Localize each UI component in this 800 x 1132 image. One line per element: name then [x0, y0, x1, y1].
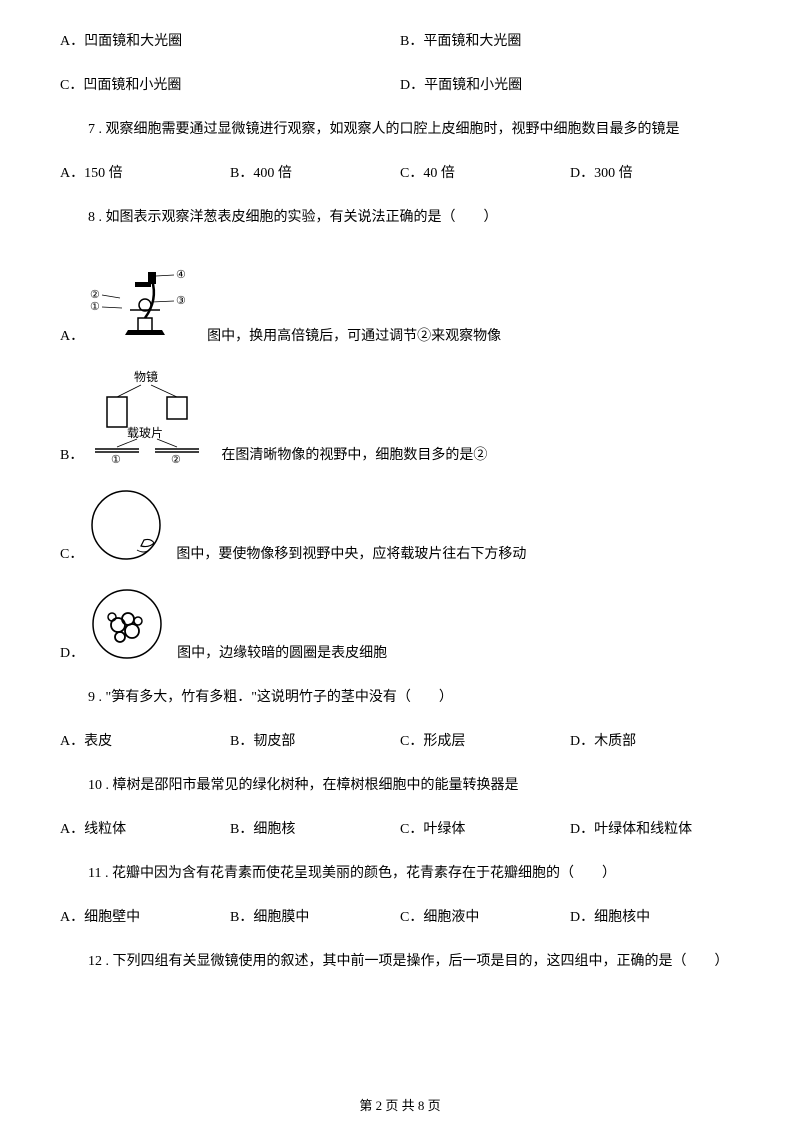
q11-option-c: C．细胞液中: [400, 906, 570, 926]
q8-d-letter: D．: [60, 642, 84, 662]
q9-text: 9 . "笋有多大，竹有多粗．"这说明竹子的茎中没有（ ）: [60, 686, 740, 706]
q6-option-c: C．凹面镜和小光圈: [60, 74, 400, 94]
q7-option-d: D．300 倍: [570, 162, 740, 182]
q6-option-a: A．凹面镜和大光圈: [60, 30, 400, 50]
cells-diagram: [90, 587, 165, 662]
objective-lens-diagram: 物镜 载玻片 ① ②: [89, 369, 209, 464]
q10-option-a: A．线粒体: [60, 818, 230, 838]
q9-option-b: B．韧皮部: [230, 730, 400, 750]
label-2: ②: [90, 289, 100, 301]
slide-title-label: 载玻片: [127, 426, 163, 440]
q6-options-row2: C．凹面镜和小光圈 D．平面镜和小光圈: [60, 74, 740, 94]
q8-a-text: 图中，换用高倍镜后，可通过调节②来观察物像: [207, 325, 501, 345]
q6-option-d: D．平面镜和小光圈: [400, 74, 740, 94]
q7-option-c: C．40 倍: [400, 162, 570, 182]
q10-options: A．线粒体 B．细胞核 C．叶绿体 D．叶绿体和线粒体: [60, 818, 740, 838]
q7-option-a: A．150 倍: [60, 162, 230, 182]
label-4: ④: [176, 269, 186, 281]
q6-options-row1: A．凹面镜和大光圈 B．平面镜和大光圈: [60, 30, 740, 50]
q10-text: 10 . 樟树是邵阳市最常见的绿化树种，在樟树根细胞中的能量转换器是: [60, 774, 740, 794]
q11-option-b: B．细胞膜中: [230, 906, 400, 926]
q11-option-a: A．细胞壁中: [60, 906, 230, 926]
q8-c-text: 图中，要使物像移到视野中央，应将载玻片往右下方移动: [176, 543, 526, 563]
field-of-view-diagram: [89, 488, 164, 563]
lens-label-1: ①: [111, 454, 121, 464]
q11-options: A．细胞壁中 B．细胞膜中 C．细胞液中 D．细胞核中: [60, 906, 740, 926]
lens-label-2: ②: [171, 454, 181, 464]
q8-c-letter: C．: [60, 543, 83, 563]
q8-option-b: B． 物镜 载玻片 ① ② 在图清晰物像的视野中，细胞数目多的是②: [60, 369, 740, 464]
q7-text: 7 . 观察细胞需要通过显微镜进行观察，如观察人的口腔上皮细胞时，视野中细胞数目…: [60, 118, 740, 138]
microscope-diagram: ② ① ④ ③: [90, 250, 195, 345]
q8-option-d: D． 图中，边缘较暗的圆圈是表皮细胞: [60, 587, 740, 662]
q6-option-b: B．平面镜和大光圈: [400, 30, 740, 50]
q12-text: 12 . 下列四组有关显微镜使用的叙述，其中前一项是操作，后一项是目的，这四组中…: [60, 950, 740, 970]
q8-d-text: 图中，边缘较暗的圆圈是表皮细胞: [177, 642, 387, 662]
q9-option-c: C．形成层: [400, 730, 570, 750]
q8-option-a: A． ② ① ④ ③ 图中，换用高倍镜后，可通过调节②来观察物像: [60, 250, 740, 345]
q7-option-b: B．400 倍: [230, 162, 400, 182]
q11-option-d: D．细胞核中: [570, 906, 740, 926]
q10-option-d: D．叶绿体和线粒体: [570, 818, 740, 838]
lens-title-label: 物镜: [134, 369, 158, 384]
q7-options: A．150 倍 B．400 倍 C．40 倍 D．300 倍: [60, 162, 740, 182]
q8-b-letter: B．: [60, 444, 83, 464]
page-footer: 第 2 页 共 8 页: [0, 1095, 800, 1114]
label-3: ③: [176, 295, 186, 307]
q10-option-b: B．细胞核: [230, 818, 400, 838]
label-1: ①: [90, 301, 100, 313]
q8-option-c: C． 图中，要使物像移到视野中央，应将载玻片往右下方移动: [60, 488, 740, 563]
q10-option-c: C．叶绿体: [400, 818, 570, 838]
q8-a-letter: A．: [60, 325, 84, 345]
q9-option-a: A．表皮: [60, 730, 230, 750]
q11-text: 11 . 花瓣中因为含有花青素而使花呈现美丽的颜色，花青素存在于花瓣细胞的（ ）: [60, 862, 740, 882]
q8-text: 8 . 如图表示观察洋葱表皮细胞的实验，有关说法正确的是（ ）: [60, 206, 740, 226]
q9-option-d: D．木质部: [570, 730, 740, 750]
q9-options: A．表皮 B．韧皮部 C．形成层 D．木质部: [60, 730, 740, 750]
q8-b-text: 在图清晰物像的视野中，细胞数目多的是②: [221, 444, 487, 464]
